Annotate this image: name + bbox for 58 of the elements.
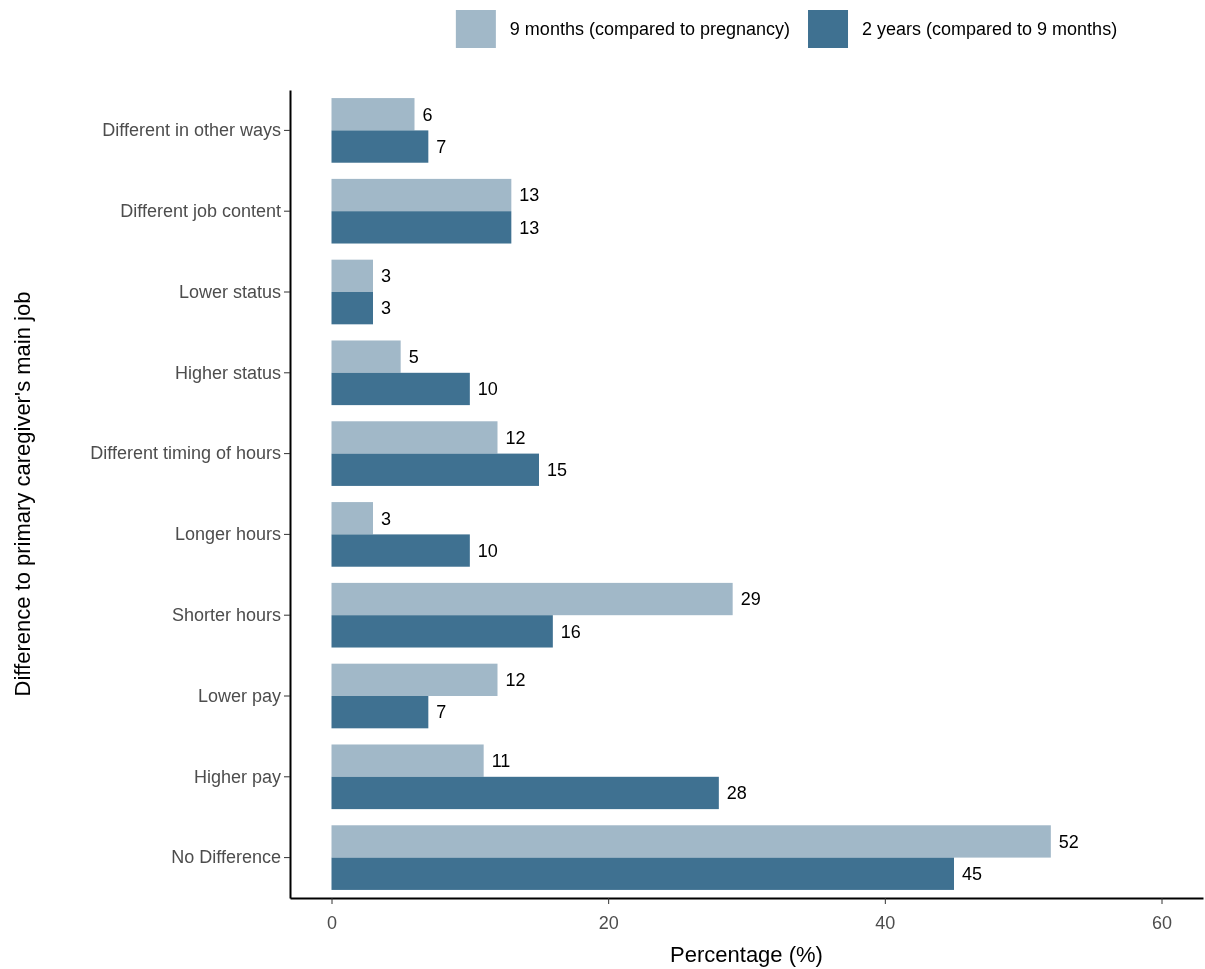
x-axis-title: Percentage (%) [670, 942, 823, 967]
bar [331, 744, 484, 777]
data-label: 16 [560, 621, 581, 642]
y-tick-label: Lower status [178, 281, 281, 302]
bar [331, 776, 719, 810]
legend-label: 2 years (compared to 9 months) [862, 19, 1118, 40]
data-label: 11 [491, 750, 511, 771]
data-label: 15 [547, 460, 568, 481]
y-tick-label: Higher status [174, 362, 281, 383]
y-axis-title: Difference to primary caregiver's main job [10, 291, 35, 697]
y-tick-label: Different in other ways [102, 120, 281, 141]
data-label: 12 [505, 670, 526, 691]
bar [331, 259, 373, 292]
data-label: 52 [1058, 831, 1079, 852]
bar [331, 696, 429, 729]
bar [331, 340, 401, 373]
bar [331, 453, 539, 486]
bar [331, 421, 498, 454]
data-label: 3 [381, 508, 392, 529]
data-label: 10 [477, 540, 498, 561]
bar [331, 98, 415, 131]
data-label: 7 [436, 136, 447, 157]
x-tick-label: 20 [598, 912, 619, 933]
y-tick-label: Different timing of hours [90, 443, 281, 464]
y-tick-label: Higher pay [193, 766, 281, 787]
y-tick-label: Shorter hours [171, 604, 281, 625]
bar [331, 534, 470, 567]
legend-label: 9 months (compared to pregnancy) [509, 19, 791, 40]
data-label: 29 [740, 589, 761, 610]
bar [331, 615, 553, 648]
data-label: 13 [519, 185, 540, 206]
bar [331, 130, 429, 163]
x-tick-label: 60 [1151, 912, 1173, 933]
bar [331, 502, 373, 535]
bar [331, 292, 373, 325]
data-label: 3 [381, 266, 392, 287]
data-label: 12 [505, 427, 526, 448]
x-tick-label: 40 [875, 912, 896, 933]
y-tick-label: No Difference [171, 847, 281, 868]
y-tick-label: Longer hours [174, 524, 281, 545]
data-label: 10 [477, 379, 498, 400]
bar [331, 857, 954, 890]
data-label: 45 [962, 864, 983, 885]
bar [331, 825, 1051, 858]
y-tick-label: Lower pay [197, 685, 281, 706]
data-label: 3 [381, 298, 392, 319]
data-label: 7 [436, 702, 447, 723]
bar [331, 211, 512, 244]
y-tick-label: Different job content [120, 200, 281, 221]
data-label: 6 [422, 104, 433, 125]
bar [331, 372, 470, 406]
data-label: 5 [408, 346, 419, 367]
data-label: 28 [726, 783, 747, 804]
x-tick-label: 0 [326, 912, 338, 933]
bar [331, 663, 498, 696]
bar [331, 178, 512, 212]
data-label: 13 [519, 217, 540, 238]
bar [331, 582, 733, 616]
